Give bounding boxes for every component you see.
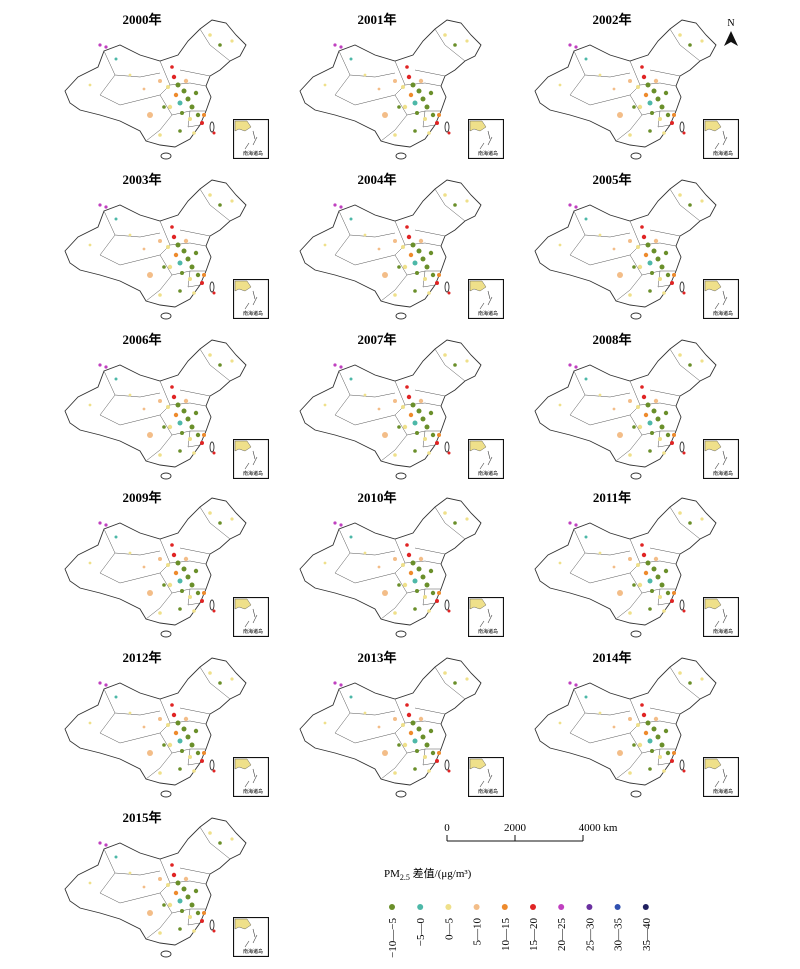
china-map: [535, 498, 716, 637]
legend-label: −5—0: [415, 918, 427, 947]
panels: 南海诸岛2000年南海诸岛2001年南海诸岛2002年南海诸岛2003年南海诸岛…: [65, 12, 739, 957]
north-arrow: N: [724, 18, 738, 46]
year-label: 2010年: [357, 490, 396, 505]
inset-label: 南海诸岛: [713, 150, 733, 157]
year-label: 2005年: [592, 172, 631, 187]
map-panel: 南海诸岛 2003年: [65, 172, 269, 319]
legend-title-prefix: PM: [384, 868, 400, 880]
china-map: [300, 340, 481, 479]
year-label: 2008年: [592, 332, 631, 347]
inset-label: 南海诸岛: [478, 788, 498, 795]
china-map: [65, 180, 246, 319]
year-label: 2004年: [357, 172, 396, 187]
scale-bar: 0 2000 4000 km: [444, 822, 618, 842]
inset-label: 南海诸岛: [478, 310, 498, 317]
north-label: N: [727, 18, 734, 29]
legend-label: 15—20: [528, 918, 540, 952]
china-map: [300, 180, 481, 319]
map-panel: 南海诸岛 2008年: [535, 332, 739, 479]
legend-label: 20—25: [556, 918, 568, 952]
china-map: [535, 180, 716, 319]
year-label: 2013年: [357, 650, 396, 665]
china-map: [65, 658, 246, 797]
legend-label: 0—5: [443, 918, 455, 941]
scale-label: 0: [444, 822, 450, 834]
legend: −10—−5 −5—0 0—5 5—10 10—15 15—20 20—25 25—30 30—…: [387, 904, 653, 958]
china-map: [65, 340, 246, 479]
legend-swatch: [445, 904, 452, 910]
map-panel: 南海诸岛 2014年: [535, 650, 739, 797]
map-panel: 南海诸岛 2004年: [300, 172, 504, 319]
china-map: [65, 498, 246, 637]
inset-label: 南海诸岛: [713, 628, 733, 635]
inset-label: 南海诸岛: [243, 948, 263, 955]
legend-swatch: [389, 904, 395, 910]
inset-label: 南海诸岛: [478, 150, 498, 157]
china-map: [535, 658, 716, 797]
inset-label: 南海诸岛: [713, 470, 733, 477]
legend-swatch: [473, 904, 480, 910]
year-label: 2006年: [122, 332, 161, 347]
legend-swatch: [642, 904, 649, 910]
map-panel: 南海诸岛 2005年: [535, 172, 739, 319]
scale-label: 2000: [504, 822, 527, 834]
map-panel: 南海诸岛 2012年: [65, 650, 269, 797]
inset-label: 南海诸岛: [243, 470, 263, 477]
year-label: 2003年: [122, 172, 161, 187]
legend-title-suffix: 差值/(μg/m³): [410, 866, 472, 880]
scale-label: 4000 km: [579, 822, 618, 834]
legend-label: 5—10: [472, 918, 484, 946]
map-panel: 南海诸岛 2000年: [65, 12, 269, 159]
china-map: [300, 658, 481, 797]
inset-label: 南海诸岛: [243, 150, 263, 157]
inset-label: 南海诸岛: [243, 628, 263, 635]
china-map: [300, 498, 481, 637]
legend-swatch: [530, 904, 536, 910]
inset-label: 南海诸岛: [478, 470, 498, 477]
map-panel: 南海诸岛 2009年: [65, 490, 269, 637]
year-label: 2014年: [592, 650, 631, 665]
year-label: 2007年: [357, 332, 396, 347]
year-label: 2011年: [593, 490, 631, 505]
inset-label: 南海诸岛: [713, 788, 733, 795]
legend-label: 10—15: [500, 918, 512, 952]
inset-label: 南海诸岛: [478, 628, 498, 635]
china-map: [535, 340, 716, 479]
legend-swatch: [558, 904, 565, 910]
inset-label: 南海诸岛: [713, 310, 733, 317]
map-panel: 南海诸岛 2002年: [535, 12, 739, 159]
year-label: 2012年: [122, 650, 161, 665]
year-label: 2002年: [592, 12, 631, 27]
legend-label: −10—−5: [387, 918, 399, 958]
year-label: 2000年: [122, 12, 161, 27]
year-label: 2001年: [357, 12, 396, 27]
legend-swatch: [417, 904, 424, 910]
legend-title: PM2.5 差值/(μg/m³): [384, 866, 472, 882]
legend-swatch: [586, 904, 593, 910]
map-panel: 南海诸岛 2013年: [300, 650, 504, 797]
year-label: 2015年: [122, 810, 161, 825]
inset-label: 南海诸岛: [243, 310, 263, 317]
china-map: [65, 818, 246, 957]
map-panel: 南海诸岛 2011年: [535, 490, 739, 637]
year-label: 2009年: [122, 490, 161, 505]
map-panel: 南海诸岛 2006年: [65, 332, 269, 479]
map-panel: 南海诸岛 2001年: [300, 12, 504, 159]
legend-label: 30—35: [613, 918, 625, 952]
map-panel: 南海诸岛 2007年: [300, 332, 504, 479]
legend-title-sub: 2.5: [400, 873, 410, 882]
legend-swatch: [614, 904, 621, 910]
map-panel: 南海诸岛 2015年: [65, 810, 269, 957]
china-map: [65, 20, 246, 159]
china-map: [535, 20, 716, 159]
legend-label: 35—40: [641, 918, 653, 952]
inset-label: 南海诸岛: [243, 788, 263, 795]
legend-swatch: [501, 904, 508, 910]
legend-label: 25—30: [584, 918, 596, 952]
china-map: [300, 20, 481, 159]
north-arrow-shape: [724, 31, 738, 46]
map-panel: 南海诸岛 2010年: [300, 490, 504, 637]
